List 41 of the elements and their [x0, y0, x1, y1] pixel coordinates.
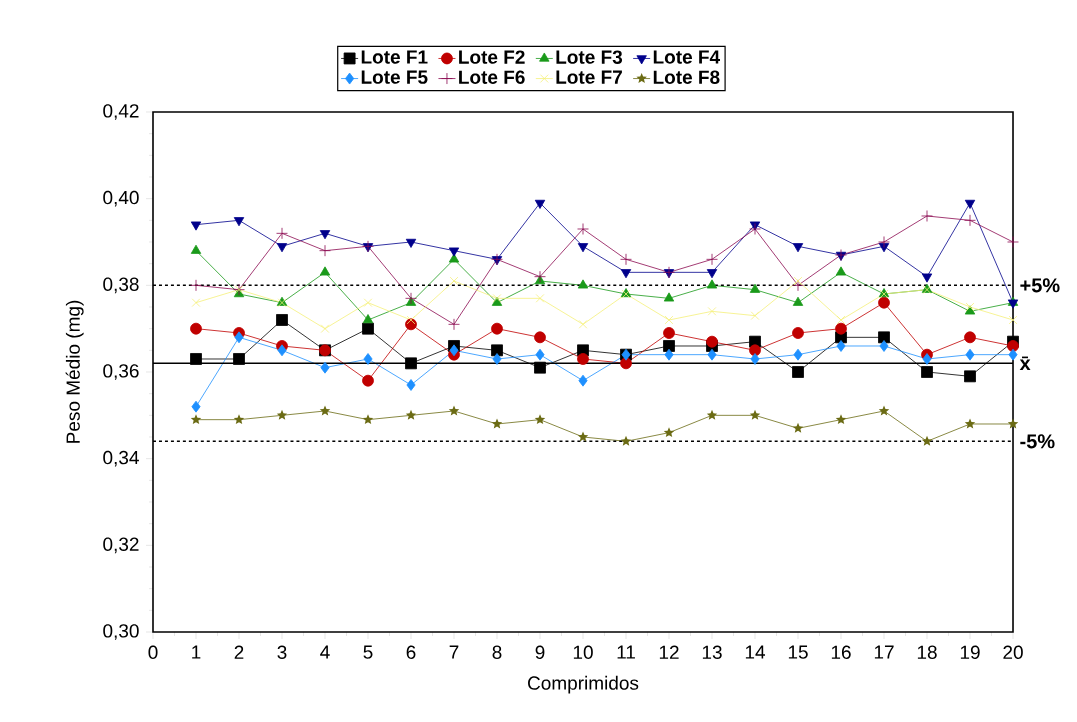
annotation: +5% [1020, 278, 1060, 293]
x-tick-label: 14 [745, 645, 766, 659]
y-tick-label: 0,34 [103, 450, 139, 467]
legend-label: Lote F5 [361, 70, 428, 84]
x-tick-label: 2 [234, 645, 244, 659]
legend-label: Lote F7 [556, 70, 622, 84]
x-tick-label: 0 [148, 645, 158, 659]
legend-label: Lote F2 [459, 50, 525, 64]
annotation: -5% [1020, 434, 1055, 449]
x-tick-label: 20 [1003, 645, 1023, 659]
x-tick-label: 13 [702, 645, 722, 659]
x-tick-label: 15 [788, 645, 808, 659]
x-tick-label: 9 [535, 645, 545, 659]
y-tick-label: 0,30 [103, 624, 139, 640]
y-tick-label: 0,36 [103, 364, 139, 380]
x-tick-label: 10 [573, 645, 593, 659]
legend-label: Lote F8 [653, 70, 720, 84]
x-tick-label: 18 [917, 645, 937, 659]
legend-label: Lote F1 [361, 50, 428, 64]
x-tick-label: 4 [320, 645, 330, 659]
x-tick-label: 5 [363, 645, 373, 659]
legend-label: Lote F4 [653, 50, 720, 64]
y-tick-label: 0,42 [103, 104, 139, 120]
x-tick-label: 11 [617, 645, 635, 659]
y-tick-label: 0,32 [103, 537, 139, 554]
x-axis-title: Comprimidos [528, 675, 639, 694]
ref-line-label: x̄ [1019, 356, 1031, 371]
x-tick-label: 12 [659, 645, 679, 659]
x-tick-label: 16 [831, 645, 851, 659]
y-tick-label: 0,38 [103, 277, 139, 294]
x-tick-label: 8 [492, 645, 502, 659]
x-tick-label: 19 [960, 645, 980, 659]
legend-label: Lote F6 [459, 70, 525, 84]
x-tick-label: 3 [277, 645, 287, 659]
y-tick-label: 0,40 [103, 190, 139, 207]
x-tick-label: 7 [449, 645, 459, 659]
y-axis-title: Peso Médio (mg) [65, 300, 84, 443]
legend-label: Lote F3 [556, 50, 623, 64]
x-tick-label: 1 [192, 645, 201, 659]
x-tick-label: 17 [874, 645, 894, 659]
x-tick-label: 6 [406, 645, 416, 659]
